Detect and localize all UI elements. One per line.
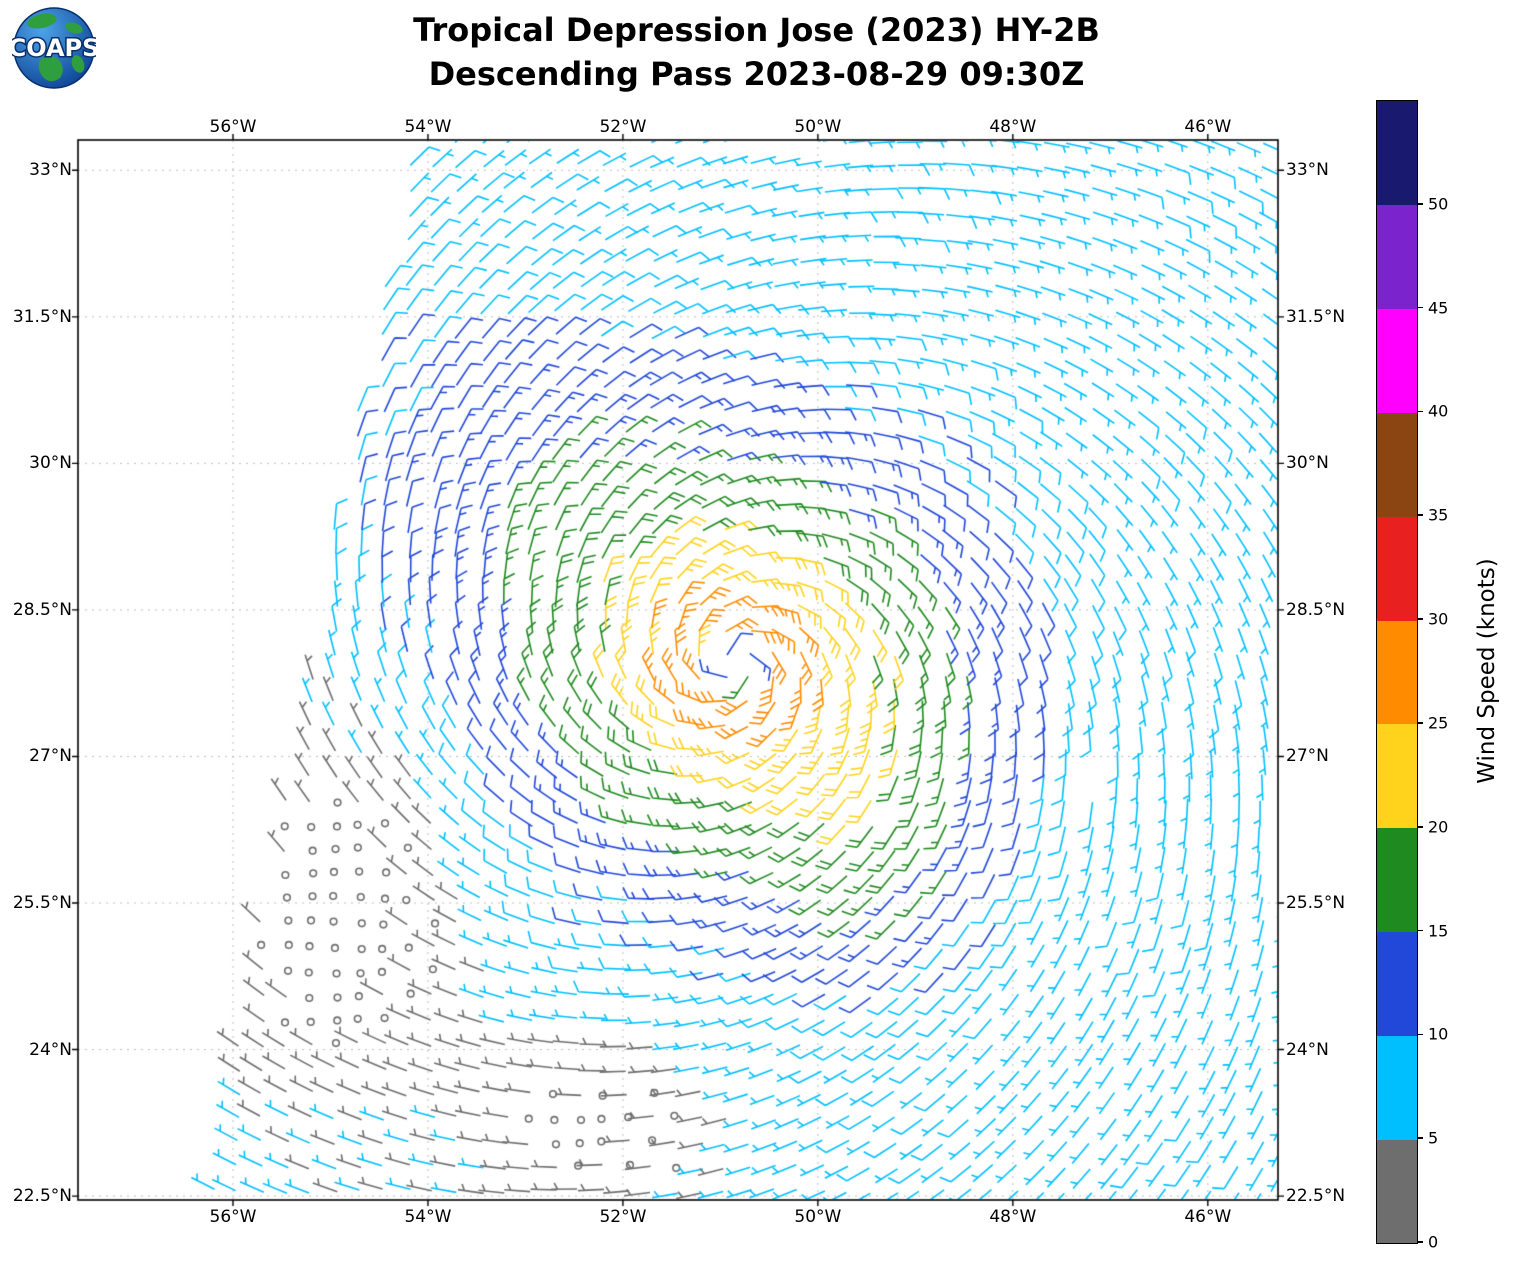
coaps-globe-icon: COAPS [7, 7, 101, 89]
colorbar-segment-10-15kt [1377, 931, 1417, 1036]
colorbar-segment-15-20kt [1377, 827, 1417, 933]
colorbar-segment-25-30kt [1377, 620, 1417, 725]
colorbar-axis-label: Wind Speed (knots) [1474, 558, 1500, 784]
colorbar-segment-50-55kt [1377, 101, 1417, 206]
colorbar-segment-35-40kt [1377, 412, 1417, 517]
colorbar-segment-30-35kt [1377, 516, 1417, 621]
colorbar-segment-0-5kt [1377, 1139, 1417, 1243]
coaps-logo-text: COAPS [12, 34, 96, 62]
chart-title-block: Tropical Depression Jose (2023) HY-2B De… [0, 8, 1513, 96]
colorbar-segment-5-10kt [1377, 1035, 1417, 1140]
colorbar-segment-45-50kt [1377, 204, 1417, 310]
chart-subtitle: Descending Pass 2023-08-29 09:30Z [428, 55, 1085, 94]
coaps-logo: COAPS [7, 6, 101, 94]
colorbar-segment-40-45kt [1377, 308, 1417, 414]
colorbar [1376, 100, 1418, 1244]
chart-title: Tropical Depression Jose (2023) HY-2B [413, 11, 1100, 49]
colorbar-segment-20-25kt [1377, 723, 1417, 829]
